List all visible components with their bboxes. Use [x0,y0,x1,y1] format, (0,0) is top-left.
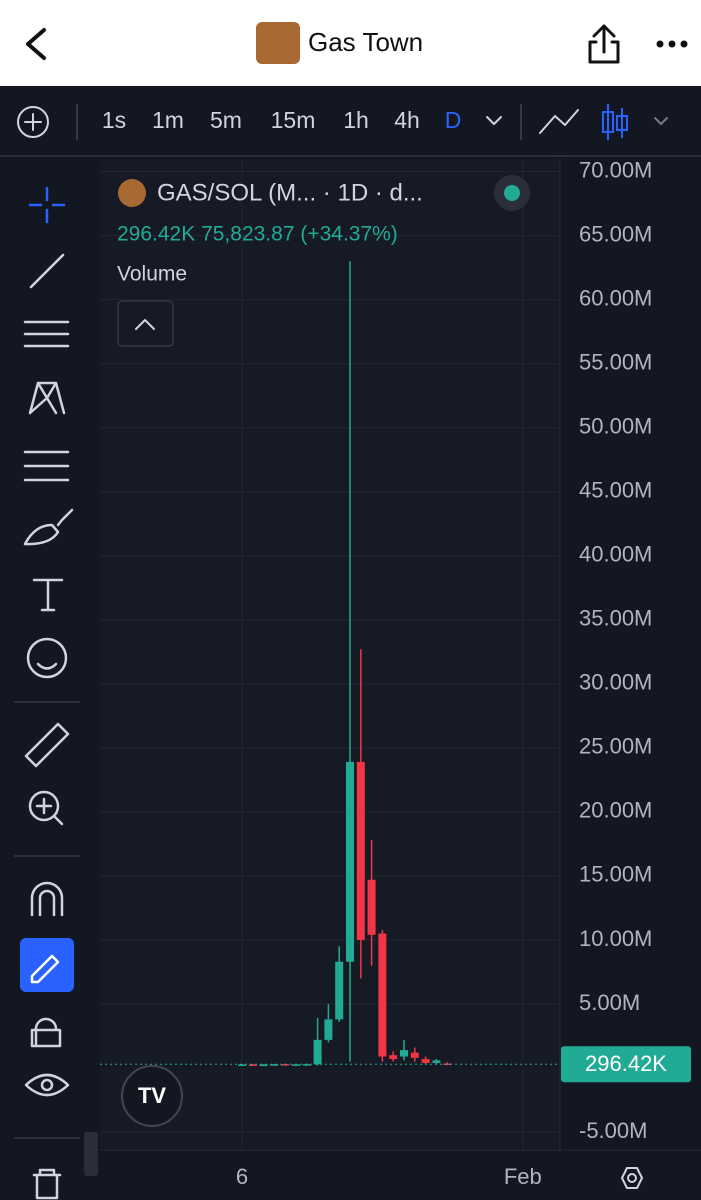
candle-body [238,1064,246,1066]
y-tick-label: 55.00M [579,349,652,374]
y-tick-label: 70.00M [579,157,652,182]
candle-body [378,933,387,1057]
magnet-tool[interactable] [30,881,64,917]
symbol-icon [118,179,146,207]
candle-body [335,961,344,1020]
chevron [135,319,155,330]
symbol-title: GAS/SOL (M... · 1D · d... [157,179,423,206]
y-tick-label: 65.00M [579,221,652,246]
candle-body [432,1060,441,1063]
y-tick-label: 20.00M [579,798,652,823]
drawing-toolbar [0,158,95,1200]
chart-type-dropdown[interactable] [654,117,668,125]
interval-button[interactable]: 1h [343,107,369,133]
y-tick-label: 15.00M [579,862,652,887]
line-chart-button[interactable] [539,109,579,134]
candle-body [270,1064,279,1066]
candle-body [356,761,365,940]
y-tick-label: 50.00M [579,413,652,438]
plot-area [100,160,560,1148]
y-tick-label: 5.00M [579,990,640,1015]
logo-mark: TV [138,1083,166,1108]
candle-body [389,1055,398,1060]
status-dot [504,185,520,201]
candle-body [443,1063,452,1066]
y-tick-label: 60.00M [579,285,652,310]
fib-tool[interactable] [23,320,70,348]
add-button[interactable] [17,106,49,138]
collapse-indicators[interactable] [117,300,174,347]
last-price-label: 296.42K [585,1051,667,1076]
more-button[interactable] [656,40,688,48]
candle-body [346,761,354,962]
y-tick-label: 30.00M [579,670,652,695]
lock-tool[interactable] [30,1017,62,1048]
brush-tool[interactable] [23,508,74,546]
y-tick-label: 35.00M [579,606,652,631]
toolbar-bg [0,86,701,156]
interval-button[interactable]: 15m [271,107,316,133]
ohlc-legend: 296.42K 75,823.87 (+34.37%) [117,223,398,246]
pattern-tool[interactable] [28,381,66,415]
y-tick-label: 40.00M [579,542,652,567]
interval-button[interactable]: 1s [102,107,126,133]
candle-body [367,879,376,935]
header-bg [0,0,701,86]
trendline-tool[interactable] [29,253,65,289]
y-tick-label: 10.00M [579,926,652,951]
interval-dropdown[interactable] [486,116,502,125]
y-tick-label: 25.00M [579,734,652,759]
tools [14,186,80,1200]
candle-body [248,1064,257,1066]
interval-button[interactable]: 1m [152,107,184,133]
crosshair-tool[interactable] [28,186,66,224]
candle-body [421,1059,430,1063]
interval-button[interactable]: 4h [394,107,420,133]
collapse-toolbar[interactable] [84,1132,98,1176]
zoom-tool[interactable] [28,790,64,826]
tradingview-logo[interactable] [121,1065,183,1127]
volume-label: Volume [117,263,187,286]
x-tick-label: 6 [236,1164,248,1189]
emoji-tool[interactable] [26,637,68,679]
candle-body [281,1064,290,1066]
last-price-tag [561,1046,691,1083]
back-button[interactable] [26,28,46,60]
share-button[interactable] [588,24,620,64]
forecast-tool[interactable] [23,450,70,482]
settings-button[interactable] [621,1167,643,1189]
candle-chart-button[interactable] [602,104,628,140]
x-tick-label: Feb [504,1164,542,1189]
header-title: Gas Town [308,27,423,57]
candle-body [313,1039,322,1065]
visibility-tool[interactable] [24,1073,70,1097]
candle-body [302,1064,311,1066]
candle-body [400,1050,408,1057]
ruler-tool[interactable] [24,722,70,768]
interval-button[interactable]: D [445,107,462,133]
text-tool[interactable] [32,578,64,612]
interval-button[interactable]: 5m [210,107,242,133]
lock-drawings-tool[interactable] [20,938,74,992]
y-tick-label: 45.00M [579,478,652,503]
candle-body [410,1052,419,1058]
candle-body [324,1019,333,1040]
delete-tool[interactable] [32,1168,62,1200]
token-icon [256,22,300,64]
y-tick-label: -5.00M [579,1118,647,1143]
candle-body [292,1064,300,1066]
candle-body [259,1064,268,1067]
